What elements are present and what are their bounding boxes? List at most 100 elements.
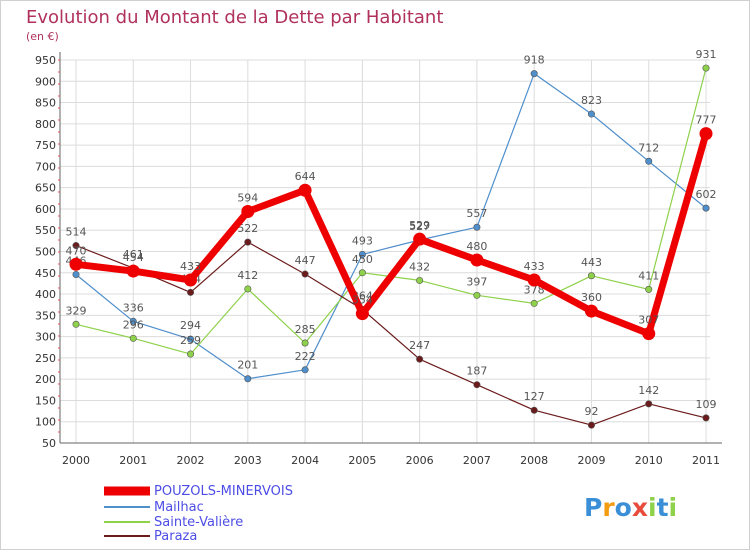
logo-letter: P: [584, 493, 602, 522]
proxiti-logo: Proxiti: [584, 493, 677, 522]
data-label-mailhac: 918: [524, 54, 545, 67]
x-tick-label: 2004: [291, 454, 319, 467]
data-label-sainte-vali-re: 329: [66, 304, 87, 317]
x-tick-label: 2003: [234, 454, 262, 467]
axes: 50 100 150 200 250 300 350 400 450 500 550 600 650 70…: [35, 52, 722, 467]
data-point-paraza: [473, 381, 481, 389]
y-tick-label: 250: [35, 352, 56, 365]
data-label-paraza: 522: [237, 222, 258, 235]
logo-letter: i: [648, 493, 657, 522]
y-tick-label: 600: [35, 203, 56, 216]
data-label-sainte-vali-re: 411: [638, 269, 659, 282]
data-label-sainte-vali-re: 296: [123, 318, 144, 331]
data-label-mailhac: 294: [180, 319, 201, 332]
data-point-pouzols-minervois: [184, 273, 198, 287]
y-tick-label: 400: [35, 288, 56, 301]
data-point-pouzols-minervois: [241, 204, 255, 218]
data-label-sainte-vali-re: 450: [352, 253, 373, 266]
data-point-pouzols-minervois: [470, 253, 484, 267]
legend-label-paraza: Paraza: [154, 529, 197, 544]
x-tick-label: 2005: [348, 454, 376, 467]
y-tick-label: 350: [35, 309, 56, 322]
data-point-mailhac: [358, 250, 366, 258]
y-tick-label: 750: [35, 139, 56, 152]
data-label-sainte-vali-re: 432: [409, 260, 430, 273]
data-label-mailhac: 602: [696, 188, 717, 201]
data-label-pouzols-minervois: 480: [466, 240, 487, 253]
y-tick-label: 550: [35, 224, 56, 237]
data-point-pouzols-minervois: [355, 307, 369, 321]
data-label-pouzols-minervois: 360: [581, 291, 602, 304]
logo-letter: x: [632, 493, 648, 522]
x-tick-label: 2010: [635, 454, 663, 467]
data-label-pouzols-minervois: 433: [180, 260, 201, 273]
y-tick-label: 800: [35, 118, 56, 131]
y-tick-label: 500: [35, 246, 56, 259]
y-tick-label: 300: [35, 331, 56, 344]
data-point-mailhac: [587, 110, 595, 118]
data-point-pouzols-minervois: [642, 327, 656, 341]
y-tick-label: 850: [35, 97, 56, 110]
logo-letter: t: [657, 493, 669, 522]
data-point-mailhac: [702, 204, 710, 212]
data-label-pouzols-minervois: 644: [295, 170, 316, 183]
data-point-mailhac: [645, 157, 653, 165]
x-tick-label: 2008: [520, 454, 548, 467]
y-tick-label: 650: [35, 182, 56, 195]
data-point-pouzols-minervois: [527, 273, 541, 287]
data-point-sainte-vali-re: [187, 350, 195, 358]
series-line-paraza: [75, 241, 707, 426]
data-label-mailhac: 222: [295, 350, 316, 363]
y-tick-label: 950: [35, 54, 56, 67]
data-label-mailhac: 336: [123, 301, 144, 314]
data-label-paraza: 127: [524, 390, 545, 403]
data-label-mailhac: 527: [409, 220, 430, 233]
x-tick-label: 2007: [463, 454, 491, 467]
data-point-pouzols-minervois: [126, 264, 140, 278]
data-label-pouzols-minervois: 454: [123, 251, 144, 264]
legend-label-sainte-vali-re: Sainte-Valière: [154, 515, 243, 530]
data-point-mailhac: [301, 366, 309, 374]
chart-title: Evolution du Montant de la Dette par Hab…: [26, 7, 443, 28]
data-label-paraza: 92: [584, 405, 598, 418]
data-point-pouzols-minervois: [69, 257, 83, 271]
data-point-paraza: [244, 238, 252, 246]
data-label-sainte-vali-re: 443: [581, 256, 602, 269]
data-point-mailhac: [244, 375, 252, 383]
logo-text: Proxiti: [584, 493, 677, 522]
x-tick-label: 2011: [692, 454, 720, 467]
data-label-sainte-vali-re: 397: [466, 275, 487, 288]
data-point-sainte-vali-re: [416, 276, 424, 284]
series-line-pouzols-minervois: [72, 130, 710, 338]
data-label-pouzols-minervois: 307: [638, 314, 659, 327]
data-point-paraza: [187, 288, 195, 296]
data-point-sainte-vali-re: [702, 64, 710, 72]
data-point-pouzols-minervois: [298, 183, 312, 197]
data-point-mailhac: [129, 317, 137, 325]
data-label-paraza: 514: [66, 226, 87, 239]
data-label-paraza: 447: [295, 254, 316, 267]
data-label-paraza: 247: [409, 339, 430, 352]
logo-letter: i: [669, 493, 678, 522]
data-point-paraza: [702, 414, 710, 422]
logo-letter: o: [615, 493, 632, 522]
y-tick-label: 900: [35, 75, 56, 88]
x-tick-label: 2002: [177, 454, 205, 467]
data-label-pouzols-minervois: 433: [524, 260, 545, 273]
data-label-mailhac: 823: [581, 94, 602, 107]
series-group: 4463362942012224935275579188237126023292…: [66, 48, 717, 429]
data-label-mailhac: 493: [352, 234, 373, 247]
data-point-mailhac: [187, 335, 195, 343]
data-point-sainte-vali-re: [129, 334, 137, 342]
legend: POUZOLS-MINERVOISMailhacSainte-ValièrePa…: [104, 484, 293, 544]
data-point-pouzols-minervois: [413, 232, 427, 246]
y-tick-label: 50: [42, 437, 56, 450]
data-point-paraza: [587, 421, 595, 429]
legend-label-mailhac: Mailhac: [154, 500, 204, 515]
data-label-pouzols-minervois: 529: [409, 219, 430, 232]
data-label-pouzols-minervois: 594: [237, 191, 258, 204]
data-label-paraza: 142: [638, 384, 659, 397]
x-tick-label: 2009: [577, 454, 605, 467]
